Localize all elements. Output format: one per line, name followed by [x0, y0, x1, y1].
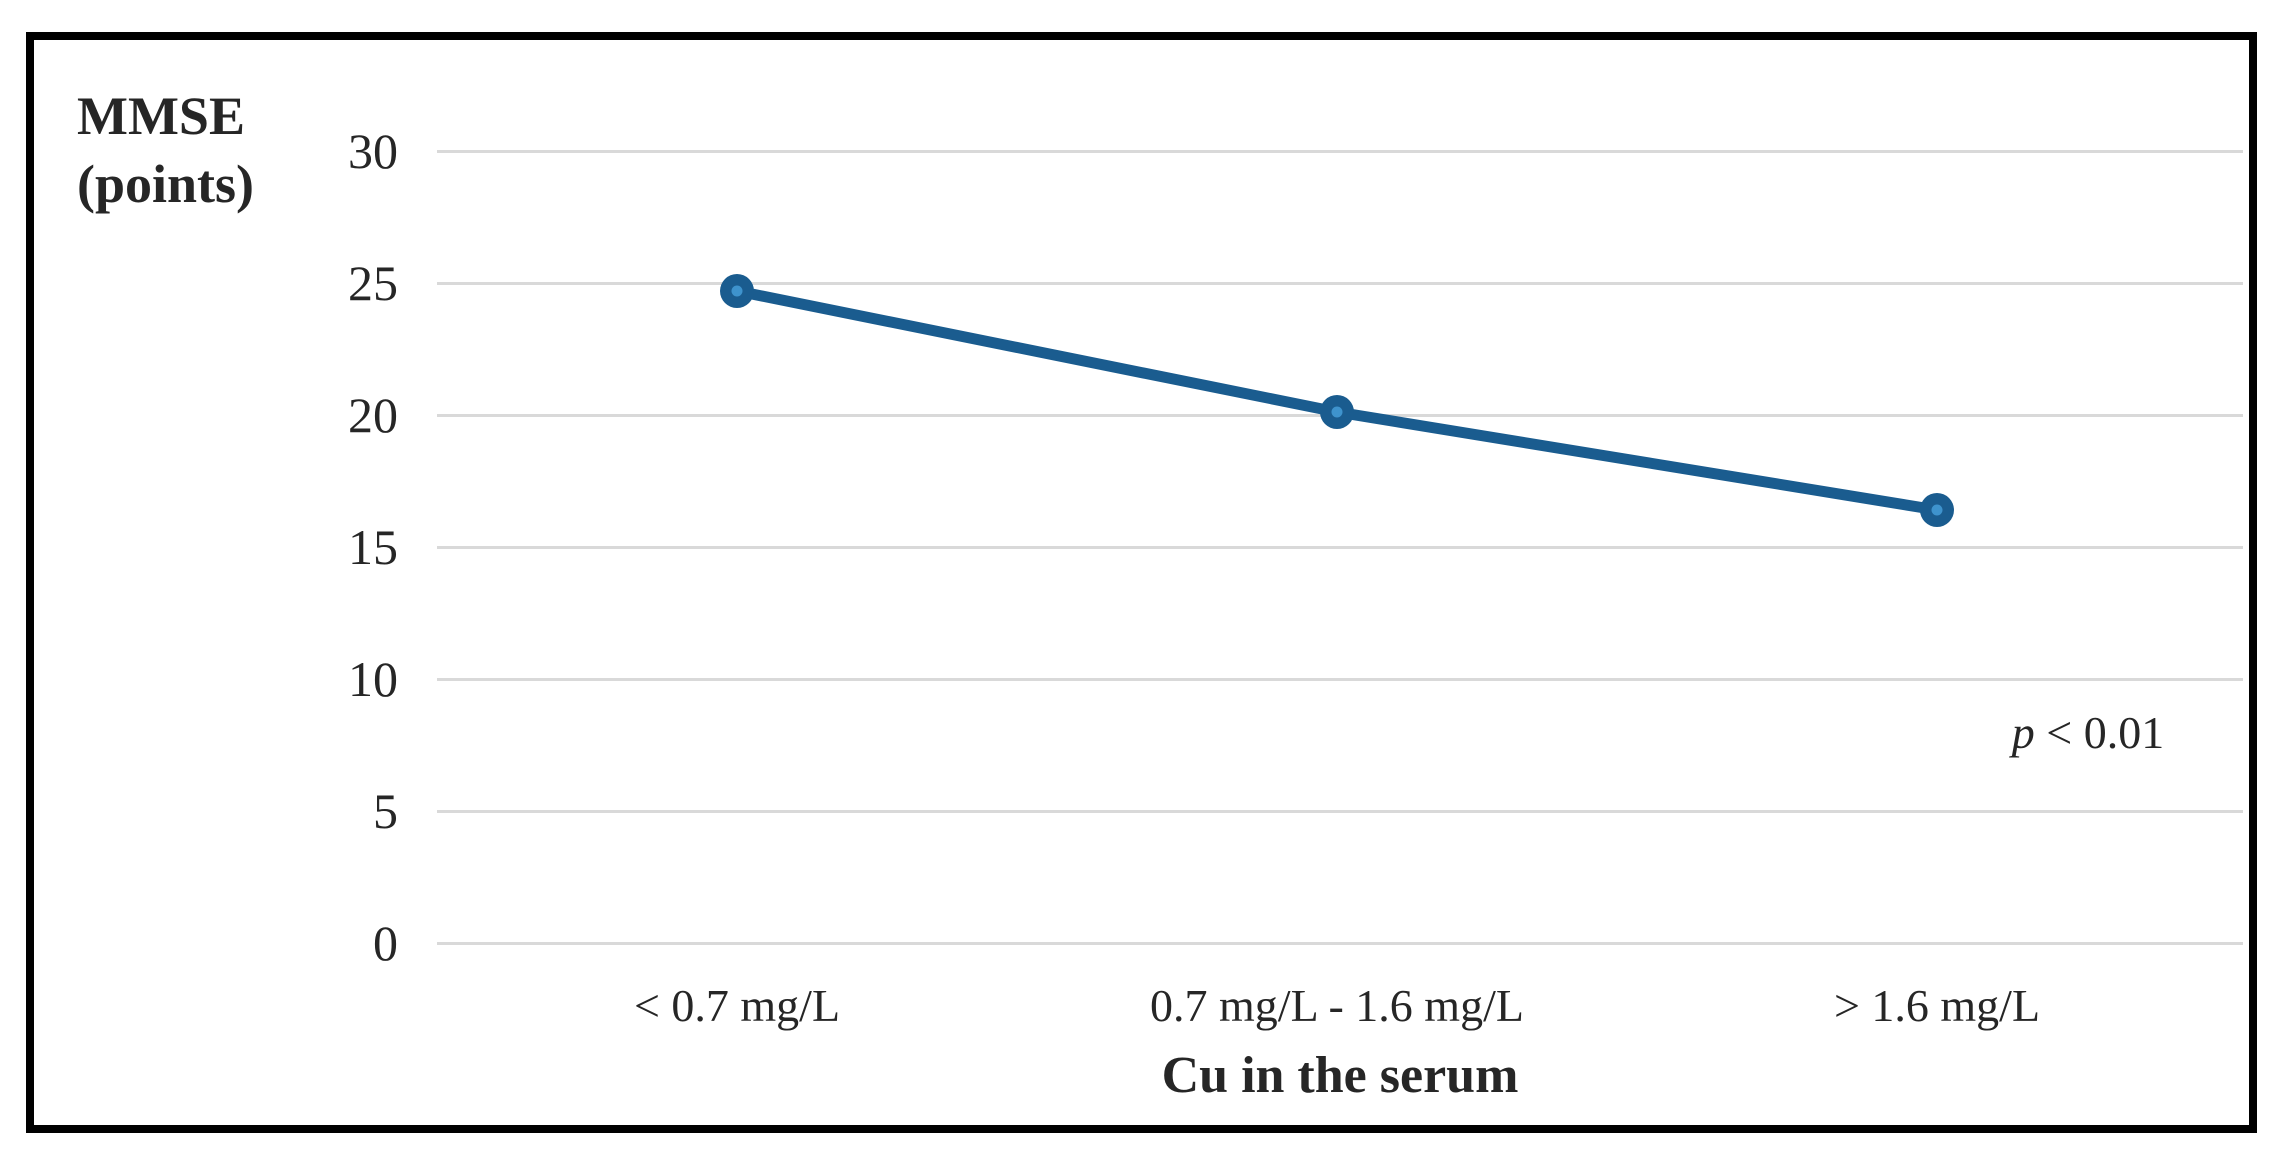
p-symbol: p: [2011, 707, 2035, 758]
gridline: [437, 942, 2243, 945]
data-point-marker-center: [731, 285, 743, 297]
y-tick-label: 25: [348, 255, 398, 311]
figure-border: [26, 32, 2257, 1133]
p-value-annotation: p < 0.01: [1888, 706, 2288, 759]
y-tick-label: 0: [373, 915, 398, 971]
data-point-markers: [720, 274, 1954, 527]
data-point-marker-center: [1331, 406, 1343, 418]
p-value-text: < 0.01: [2034, 707, 2165, 758]
gridline: [437, 678, 2243, 681]
x-tick-label: < 0.7 mg/L: [633, 980, 841, 1031]
y-axis-title-line2: (points): [77, 154, 255, 214]
y-tick-label: 10: [348, 651, 398, 707]
y-tick-label: 20: [348, 387, 398, 443]
y-tick-label: 5: [373, 783, 398, 839]
y-tick-label: 30: [348, 123, 398, 179]
gridline: [437, 150, 2243, 153]
x-tick-label: > 1.6 mg/L: [1833, 980, 2041, 1031]
gridline: [437, 546, 2243, 549]
gridline: [437, 810, 2243, 813]
y-axis-title-line1: MMSE: [77, 86, 245, 146]
y-axis-title: MMSE (points): [77, 82, 254, 218]
data-point-marker-center: [1931, 504, 1943, 516]
x-axis-title: Cu in the serum: [1161, 1047, 1519, 1104]
gridline: [437, 282, 2243, 285]
x-tick-label: 0.7 mg/L - 1.6 mg/L: [1150, 980, 1524, 1031]
y-tick-label: 15: [348, 519, 398, 575]
